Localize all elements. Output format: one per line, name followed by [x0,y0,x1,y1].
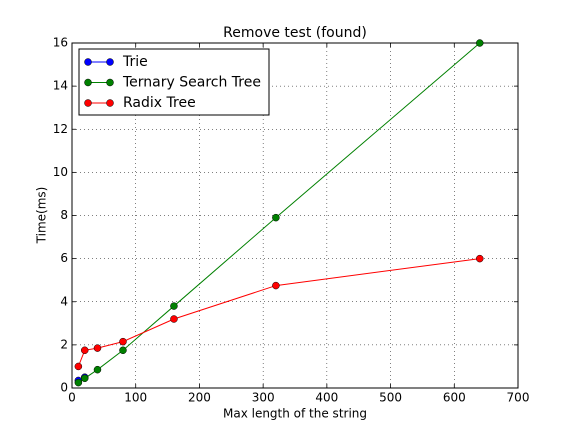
y-tick-label: 2 [60,337,68,351]
x-tick-label: 200 [188,391,211,405]
legend-marker [106,99,114,107]
y-tick-label: 16 [53,36,68,50]
legend-label: Radix Tree [123,95,196,111]
data-point [476,254,484,263]
data-point [74,378,83,387]
y-tick-label: 0 [60,381,68,395]
x-tick-label: 300 [252,391,275,405]
x-tick-label: 600 [443,391,466,405]
legend-label: Trie [122,54,148,70]
y-tick-label: 12 [53,122,68,136]
x-tick-label: 0 [68,391,76,405]
data-point [80,374,89,383]
legend-marker [84,58,92,66]
x-tick-label: 400 [315,391,338,405]
data-point [272,213,280,222]
data-point [272,281,280,290]
x-tick-label: 100 [124,391,147,405]
data-point [74,362,83,371]
data-point [119,337,127,346]
data-point [80,346,89,355]
data-point [119,346,127,355]
chart-title: Remove test (found) [223,25,367,41]
data-point [93,365,102,374]
y-tick-label: 4 [60,294,68,308]
y-tick-label: 14 [53,79,68,93]
y-tick-label: 10 [53,165,68,179]
y-tick-label: 8 [60,208,68,222]
data-point [476,39,484,47]
plot-frame [71,42,519,389]
data-point [170,315,178,323]
y-axis-label: Time(ms) [35,187,49,245]
legend-marker [106,78,114,87]
legend-marker [84,99,92,107]
legend-marker [106,58,114,66]
data-point [170,302,178,310]
x-tick-label: 700 [507,391,530,405]
x-tick-label: 500 [379,391,402,405]
x-axis-label: Max length of the string [223,407,367,421]
y-tick-label: 6 [60,251,68,265]
legend-marker [84,78,92,87]
legend-label: Ternary Search Tree [122,75,261,91]
data-point [93,344,102,352]
